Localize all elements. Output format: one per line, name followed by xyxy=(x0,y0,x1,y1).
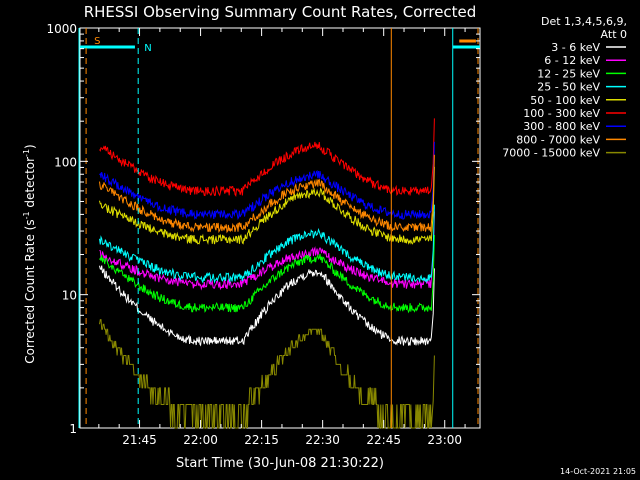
x-tick-label: 22:45 xyxy=(366,433,401,447)
plot-border xyxy=(79,27,481,429)
series-line-7 xyxy=(99,154,435,234)
x-tick-label: 23:00 xyxy=(427,433,462,447)
legend-label-3: 25 - 50 keV xyxy=(537,81,600,94)
x-axis-label: Start Time (30-Jun-08 21:30:22) xyxy=(176,456,384,471)
footer-timestamp: 14-Oct-2021 21:05 xyxy=(560,467,636,476)
series-line-5 xyxy=(99,118,435,198)
series-line-0 xyxy=(99,265,435,347)
y-axis-label-part-3: ) xyxy=(23,144,37,149)
legend-label-6: 300 - 800 keV xyxy=(523,120,600,133)
y-axis-label-part-1: Corrected Count Rate (s xyxy=(23,219,37,363)
legend-label-0: 3 - 6 keV xyxy=(551,41,600,54)
plot-frame xyxy=(79,27,481,429)
x-axis: 21:45 22:00 22:15 22:30 22:45 23:00 xyxy=(98,28,466,447)
saa-flag-label: S xyxy=(94,36,100,47)
legend-header-attenuator: Att 0 xyxy=(601,28,627,41)
legend-label-5: 100 - 300 keV xyxy=(523,107,600,120)
y-axis-label-part-2: detector xyxy=(23,157,37,212)
night-flag-label: N xyxy=(144,43,151,54)
series-line-3 xyxy=(99,204,435,284)
y-axis-label: Corrected Count Rate (s-1 detector-1) xyxy=(22,144,37,363)
legend-label-4: 50 - 100 keV xyxy=(530,94,600,107)
legend-label-7: 800 - 7000 keV xyxy=(516,133,600,146)
y-tick-label: 1000 xyxy=(46,22,77,36)
legend-label-8: 7000 - 15000 keV xyxy=(502,147,600,160)
annotation-layer: SN xyxy=(78,28,480,428)
x-tick-label: 22:00 xyxy=(183,433,218,447)
chart-title: RHESSI Observing Summary Count Rates, Co… xyxy=(84,3,477,21)
legend-header-detectors: Det 1,3,4,5,6,9, xyxy=(541,15,627,28)
series-layer xyxy=(99,118,435,429)
series-line-6 xyxy=(99,141,435,221)
series-line-2 xyxy=(99,234,435,314)
x-tick-label: 22:30 xyxy=(305,433,340,447)
series-line-1 xyxy=(99,211,435,291)
y-tick-label: 10 xyxy=(62,289,77,303)
y-tick-label: 1 xyxy=(69,422,77,436)
series-line-8 xyxy=(99,319,435,429)
x-tick-label: 21:45 xyxy=(122,433,157,447)
legend-label-1: 6 - 12 keV xyxy=(544,54,600,67)
legend-label-2: 12 - 25 keV xyxy=(537,67,600,80)
x-tick-label: 22:15 xyxy=(244,433,279,447)
series-line-4 xyxy=(99,166,435,245)
y-axis-label-sup-1: -1 xyxy=(22,211,31,219)
y-axis: 1 10 100 1000 xyxy=(46,22,480,436)
y-tick-label: 100 xyxy=(54,155,77,169)
y-axis-label-sup-2: -1 xyxy=(22,149,31,157)
